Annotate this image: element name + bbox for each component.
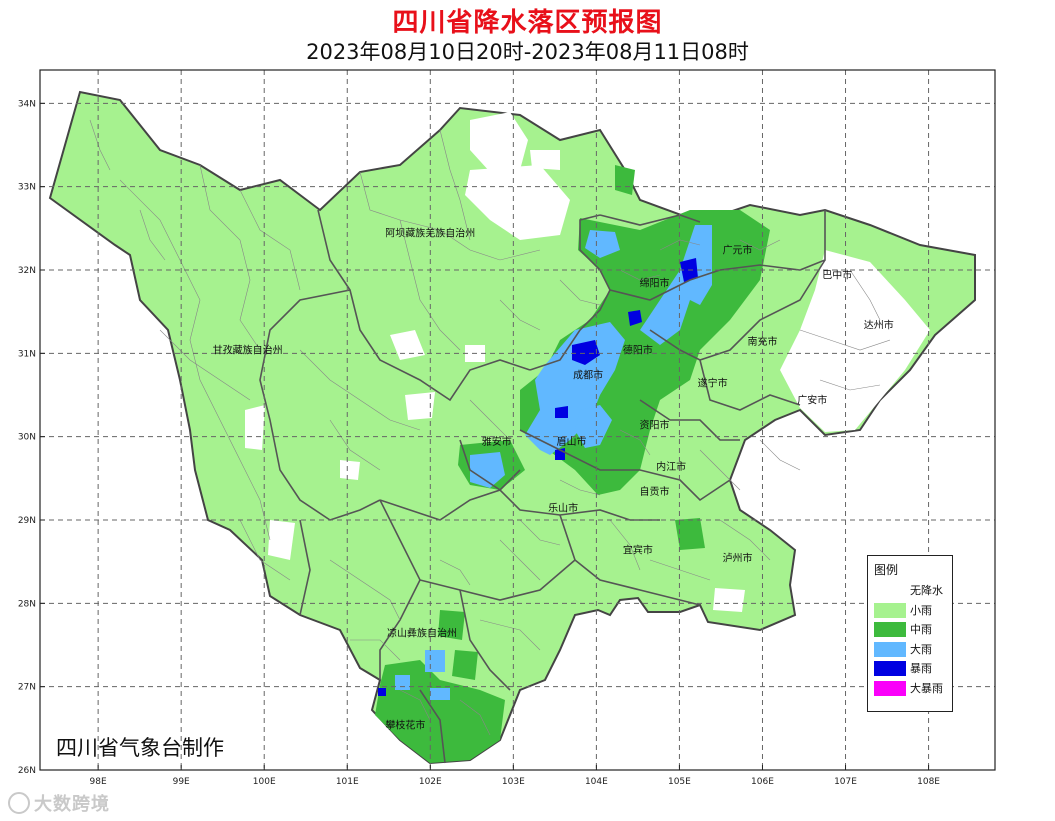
city-label: 自贡市: [640, 485, 670, 498]
map-title: 四川省降水落区预报图: [392, 8, 663, 38]
legend-swatch: [874, 661, 906, 676]
legend-label: 中雨: [910, 623, 932, 636]
legend-item: 大暴雨: [874, 680, 950, 696]
city-label: 绵阳市: [640, 277, 670, 290]
legend-item: 大雨: [874, 641, 950, 657]
lat-tick-label: 27N: [18, 683, 36, 693]
city-label: 阿坝藏族羌族自治州: [385, 227, 475, 240]
lon-tick-label: 103E: [502, 777, 525, 787]
city-label: 内江市: [656, 460, 686, 473]
watermark: 大数跨境: [8, 790, 110, 816]
watermark-logo-icon: [8, 792, 30, 814]
lat-tick-label: 26N: [18, 766, 36, 776]
lon-tick-label: 104E: [585, 777, 608, 787]
heavy-rain-areas: [395, 225, 712, 700]
legend-item: 无降水: [874, 582, 950, 598]
lat-lon-grid: [40, 70, 995, 770]
city-label: 南充市: [747, 335, 777, 348]
legend-item: 小雨: [874, 602, 950, 618]
city-label: 甘孜藏族自治州: [213, 343, 283, 356]
lon-tick-label: 99E: [173, 777, 190, 787]
watermark-text: 大数跨境: [34, 794, 110, 815]
county-boundaries: [89, 119, 891, 736]
city-label: 攀枝花市: [385, 718, 425, 731]
legend-swatch: [874, 602, 906, 618]
legend-swatch: [874, 680, 906, 696]
credit-text: 四川省气象台制作: [56, 736, 224, 760]
lon-tick-label: 108E: [917, 777, 940, 787]
city-label: 雅安市: [482, 435, 512, 448]
legend-title: 图例: [874, 563, 899, 577]
lon-tick-label: 107E: [834, 777, 857, 787]
city-label: 泸州市: [723, 552, 753, 565]
map-frame: [39, 69, 996, 771]
lon-tick-label: 106E: [751, 777, 774, 787]
city-label: 广安市: [797, 393, 827, 406]
lat-tick-label: 32N: [18, 266, 36, 276]
lon-tick-label: 105E: [668, 777, 691, 787]
legend-label: 大暴雨: [910, 681, 943, 695]
lat-tick-label: 33N: [18, 183, 36, 193]
map-subtitle: 2023年08月10日20时-2023年08月11日08时: [306, 40, 749, 64]
lon-tick-label: 98E: [90, 777, 107, 787]
lon-tick-label: 101E: [336, 777, 359, 787]
lon-tick-label: 100E: [253, 777, 276, 787]
city-label: 成都市: [573, 368, 603, 381]
legend-swatch: [874, 622, 906, 637]
legend-swatch: [874, 641, 906, 657]
no-rain-areas: [245, 112, 930, 612]
city-label: 宜宾市: [623, 543, 653, 556]
lat-tick-label: 30N: [18, 433, 36, 443]
city-label: 资阳市: [640, 418, 670, 431]
city-label: 巴中市: [822, 268, 852, 281]
lat-tick-label: 28N: [18, 599, 36, 609]
city-label: 达州市: [864, 318, 894, 331]
legend-item: 暴雨: [874, 660, 950, 676]
legend-item: 中雨: [874, 621, 950, 637]
lat-tick-label: 34N: [18, 99, 36, 109]
city-label: 乐山市: [548, 502, 578, 515]
legend-label: 暴雨: [910, 662, 932, 675]
axis-tick-labels: 98E 99E 100E 101E 102E 103E 104E 105E 106E 107E 10…: [18, 99, 940, 787]
city-label: 德阳市: [623, 343, 653, 356]
prefecture-boundaries: [259, 209, 826, 764]
lon-tick-label: 102E: [419, 777, 442, 787]
legend: 图例 无降水小雨中雨大雨暴雨大暴雨: [867, 555, 953, 712]
legend-swatch: [874, 583, 906, 598]
lat-tick-label: 29N: [18, 516, 36, 526]
city-label: 遂宁市: [698, 377, 728, 390]
city-label: 眉山市: [556, 435, 586, 448]
city-label: 广元市: [723, 243, 753, 256]
city-label: 凉山彝族自治州: [387, 627, 457, 640]
legend-label: 无降水: [910, 584, 943, 597]
legend-label: 大雨: [910, 642, 932, 656]
lat-tick-label: 31N: [18, 349, 36, 359]
legend-label: 小雨: [910, 603, 932, 617]
